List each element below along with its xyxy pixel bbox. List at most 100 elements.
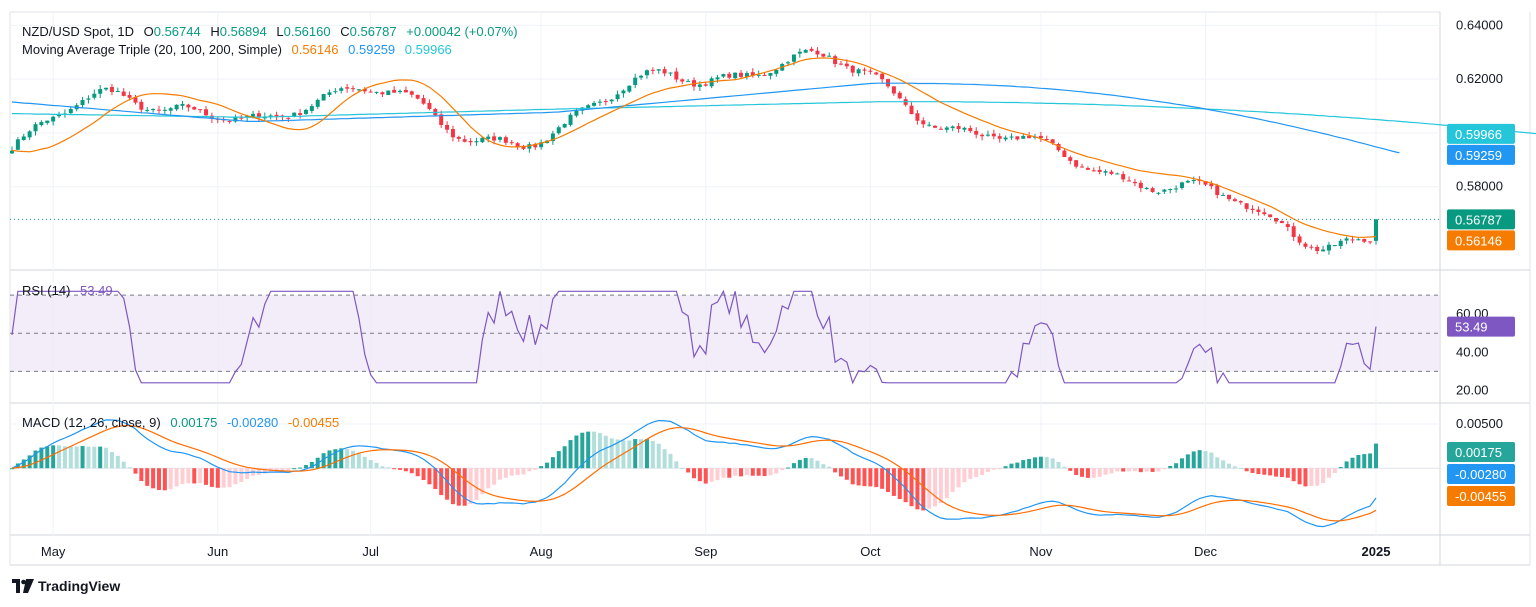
candle-body[interactable] xyxy=(298,113,303,115)
candle-body[interactable] xyxy=(10,150,14,154)
candle-body[interactable] xyxy=(468,141,473,143)
candle-body[interactable] xyxy=(1285,224,1290,228)
candle-body[interactable] xyxy=(515,143,520,147)
candle-body[interactable] xyxy=(921,120,926,125)
candle-body[interactable] xyxy=(527,144,532,149)
macd-line[interactable] xyxy=(11,419,1377,528)
candle-body[interactable] xyxy=(33,124,38,132)
candle-body[interactable] xyxy=(174,104,179,110)
candle-body[interactable] xyxy=(492,136,497,141)
candle-body[interactable] xyxy=(756,74,761,76)
candle-body[interactable] xyxy=(568,114,573,125)
candle-body[interactable] xyxy=(750,72,755,76)
candle-body[interactable] xyxy=(1003,137,1008,140)
candle-body[interactable] xyxy=(1244,203,1249,209)
candle-body[interactable] xyxy=(592,102,597,106)
candle-body[interactable] xyxy=(539,142,544,148)
candle-body[interactable] xyxy=(268,115,273,117)
candle-body[interactable] xyxy=(1262,212,1267,215)
candle-body[interactable] xyxy=(909,105,914,115)
candle-body[interactable] xyxy=(239,117,244,119)
candle-body[interactable] xyxy=(933,125,938,128)
candle-body[interactable] xyxy=(774,69,779,74)
candle-body[interactable] xyxy=(962,127,967,130)
candle-body[interactable] xyxy=(639,75,644,78)
candle-body[interactable] xyxy=(521,146,526,149)
candle-body[interactable] xyxy=(1215,185,1220,196)
candle-body[interactable] xyxy=(368,91,373,93)
candle-body[interactable] xyxy=(98,89,103,94)
candle-body[interactable] xyxy=(1103,171,1108,173)
candle-body[interactable] xyxy=(427,102,432,109)
candle-body[interactable] xyxy=(627,85,632,92)
candle-body[interactable] xyxy=(927,124,932,126)
candle-body[interactable] xyxy=(574,110,579,116)
candle-body[interactable] xyxy=(503,137,508,143)
candle-body[interactable] xyxy=(356,89,361,91)
candle-body[interactable] xyxy=(1009,136,1014,138)
candle-body[interactable] xyxy=(27,131,32,138)
candle-body[interactable] xyxy=(445,124,450,130)
candle-body[interactable] xyxy=(1038,135,1043,139)
candle-body[interactable] xyxy=(1356,239,1361,241)
candle-body[interactable] xyxy=(744,73,749,77)
candle-body[interactable] xyxy=(333,91,338,93)
candle-body[interactable] xyxy=(497,137,502,140)
ma200-line[interactable] xyxy=(12,101,1536,135)
candle-body[interactable] xyxy=(768,73,773,76)
candle-body[interactable] xyxy=(950,126,955,129)
candle-body[interactable] xyxy=(656,69,661,71)
candle-body[interactable] xyxy=(1168,189,1173,191)
candle-body[interactable] xyxy=(633,77,638,85)
candle-body[interactable] xyxy=(1297,236,1302,243)
candle-body[interactable] xyxy=(968,128,973,132)
candle-body[interactable] xyxy=(803,49,808,53)
candle-body[interactable] xyxy=(1185,180,1190,183)
candle-body[interactable] xyxy=(974,130,979,135)
candle-body[interactable] xyxy=(697,84,702,87)
candle-body[interactable] xyxy=(1044,138,1049,140)
candle-body[interactable] xyxy=(386,90,391,96)
candle-body[interactable] xyxy=(139,101,144,110)
candle-body[interactable] xyxy=(480,137,485,143)
candle-body[interactable] xyxy=(321,94,326,101)
candle-body[interactable] xyxy=(39,121,44,126)
candle-body[interactable] xyxy=(556,127,561,134)
macd-pane[interactable] xyxy=(10,419,1440,528)
candle-body[interactable] xyxy=(938,128,943,130)
candle-body[interactable] xyxy=(1326,244,1331,251)
candle-body[interactable] xyxy=(57,115,62,117)
candle-body[interactable] xyxy=(1256,209,1261,213)
candle-body[interactable] xyxy=(292,112,297,117)
price-pane[interactable] xyxy=(10,46,1536,255)
candle-body[interactable] xyxy=(1115,173,1120,175)
candle-body[interactable] xyxy=(392,89,397,93)
candle-body[interactable] xyxy=(1050,139,1055,144)
candle-body[interactable] xyxy=(327,92,332,95)
candle-body[interactable] xyxy=(156,109,161,111)
candle-body[interactable] xyxy=(233,117,238,122)
candle-body[interactable] xyxy=(351,88,355,90)
candle-body[interactable] xyxy=(1021,136,1026,139)
candle-body[interactable] xyxy=(1303,243,1308,247)
candle-body[interactable] xyxy=(739,72,744,77)
candle-body[interactable] xyxy=(562,123,567,128)
candle-body[interactable] xyxy=(844,63,849,67)
candle-body[interactable] xyxy=(1085,168,1090,170)
candle-body[interactable] xyxy=(762,75,767,77)
candle-body[interactable] xyxy=(1174,188,1179,190)
candle-body[interactable] xyxy=(1015,136,1020,140)
candle-body[interactable] xyxy=(997,136,1002,139)
candle-body[interactable] xyxy=(1227,194,1232,200)
candle-body[interactable] xyxy=(51,116,56,122)
candle-body[interactable] xyxy=(456,136,461,139)
candle-body[interactable] xyxy=(45,120,50,124)
candle-body[interactable] xyxy=(1321,249,1326,252)
candle-body[interactable] xyxy=(398,90,403,93)
candle-body[interactable] xyxy=(362,88,367,92)
candle-body[interactable] xyxy=(303,109,308,114)
candle-body[interactable] xyxy=(1150,188,1155,192)
candle-body[interactable] xyxy=(192,107,197,110)
candle-body[interactable] xyxy=(809,48,814,51)
candle-body[interactable] xyxy=(915,113,920,121)
